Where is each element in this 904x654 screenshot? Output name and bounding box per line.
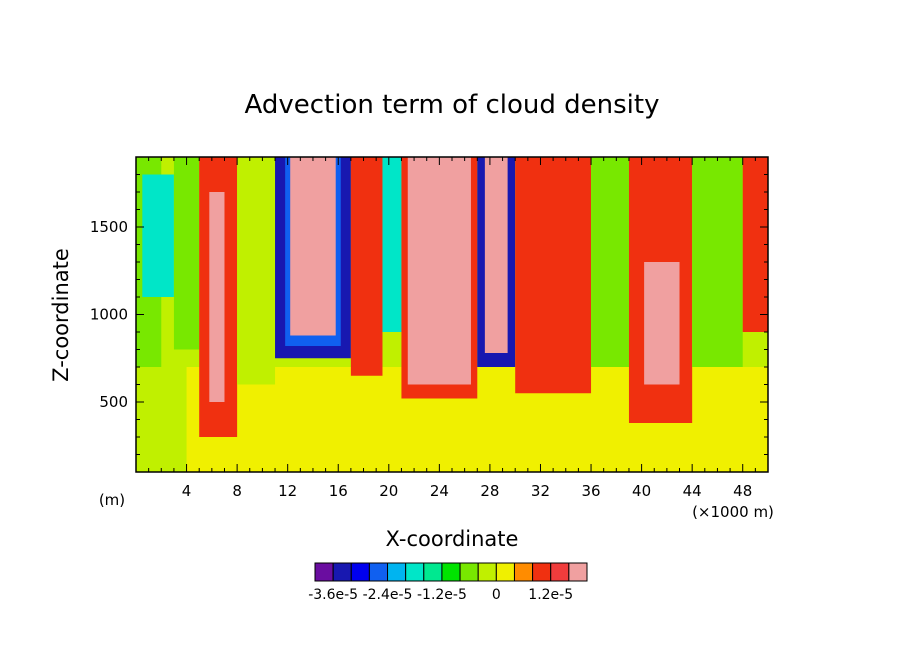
x-tick-label: 20 [379, 482, 398, 500]
x-axis: 4 8 12 16 20 24 28 32 36 40 44 48 [148, 157, 756, 500]
heatmap-band-11 [350, 157, 383, 376]
x-tick-label: 44 [683, 482, 702, 500]
heatmap-band-14 [407, 157, 471, 385]
x-tick-label: 12 [278, 482, 297, 500]
colorbar-swatch [532, 562, 552, 582]
x-tick-label: 4 [182, 482, 192, 500]
x-tick-label: 48 [733, 482, 752, 500]
y-axis: 500 1000 1500 [90, 174, 768, 455]
y-tick-label: 1000 [90, 306, 128, 324]
x-tick-label: 28 [480, 482, 499, 500]
colorbar-tick-label: -2.4e-5 [363, 587, 413, 603]
x-unit-left: (m) [99, 491, 125, 509]
colorbar-swatch [459, 562, 479, 582]
heatmap-band-17 [515, 157, 592, 394]
heatmap-band-16 [484, 157, 508, 353]
colorbar-tick-label: 0 [492, 587, 501, 603]
x-tick-label: 40 [632, 482, 651, 500]
colorbar-labels: -3.6e-5 -2.4e-5 -1.2e-5 0 1.2e-5 [308, 587, 573, 603]
heatmap-band-6 [209, 192, 225, 402]
chart-title: Advection term of cloud density [245, 90, 660, 120]
colorbar-tick-label: 1.2e-5 [528, 587, 573, 603]
colorbar [314, 562, 588, 582]
colorbar-swatch [405, 562, 425, 582]
heatmap-band-21 [692, 157, 743, 367]
y-tick-label: 1500 [90, 218, 128, 236]
colorbar-swatch [368, 562, 389, 582]
heatmap-band-7 [237, 157, 276, 385]
colorbar-swatch [513, 562, 534, 582]
heatmap-band-20 [644, 262, 680, 385]
heatmap-band-4 [173, 157, 200, 350]
colorbar-swatch [387, 562, 407, 582]
colorbar-swatch [477, 562, 497, 582]
colorbar-swatch [350, 562, 370, 582]
x-unit-right: (×1000 m) [692, 503, 774, 521]
colorbar-swatch [550, 562, 570, 582]
heatmap-area [136, 157, 768, 472]
x-tick-label: 24 [430, 482, 449, 500]
colorbar-swatch [332, 562, 352, 582]
x-tick-label: 16 [329, 482, 348, 500]
heatmap-band-18 [591, 157, 629, 367]
colorbar-swatch [423, 562, 443, 582]
y-tick-label: 500 [99, 393, 128, 411]
colorbar-swatch [441, 562, 461, 582]
colorbar-swatch [314, 562, 334, 582]
colorbar-tick-label: -3.6e-5 [308, 587, 358, 603]
colorbar-swatch [568, 562, 588, 582]
heatmap-band-10 [290, 157, 336, 336]
heatmap-band-22 [742, 157, 768, 332]
x-tick-label: 8 [232, 482, 242, 500]
heatmap-band-12 [382, 157, 402, 332]
x-tick-label: 36 [581, 482, 600, 500]
colorbar-tick-label: -1.2e-5 [417, 587, 467, 603]
colorbar-swatch [495, 562, 515, 582]
x-axis-label: X-coordinate [386, 527, 519, 551]
x-tick-label: 32 [531, 482, 550, 500]
heatmap-band-3 [142, 174, 174, 297]
y-axis-label: Z-coordinate [49, 248, 73, 382]
heatmap-band-0 [136, 367, 187, 472]
